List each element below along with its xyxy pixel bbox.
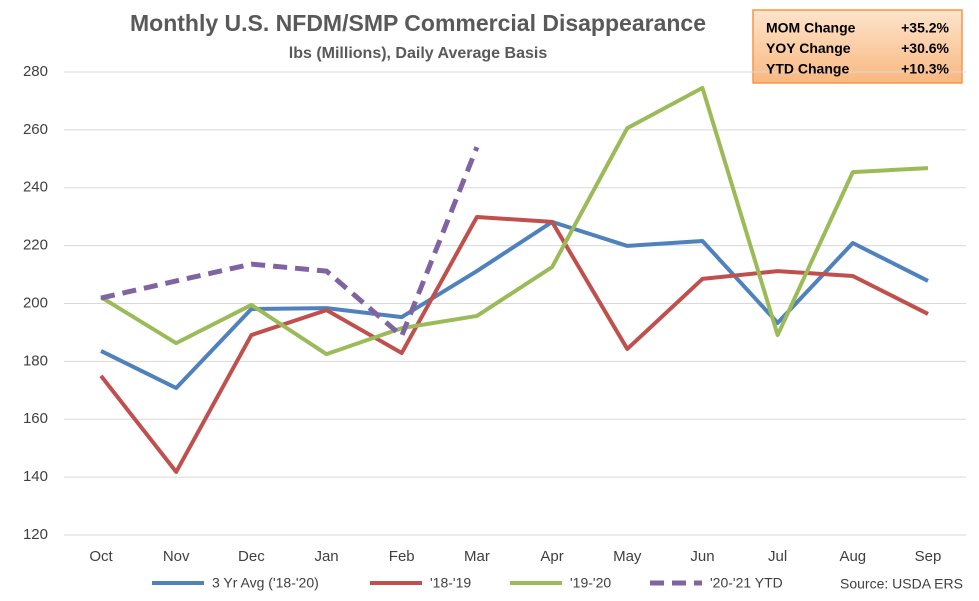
legend-label: 3 Yr Avg ('18-'20) — [212, 575, 319, 591]
series-line — [100, 146, 480, 339]
x-tick-label: Jul — [768, 548, 787, 565]
y-tick-label: 200 — [23, 294, 48, 311]
y-tick-label: 220 — [23, 237, 48, 254]
x-tick-label: Sep — [915, 548, 942, 565]
info-label: YOY Change — [766, 40, 851, 56]
x-tick-label: Jun — [690, 548, 714, 565]
series-line — [99, 85, 929, 357]
x-tick-label: May — [613, 548, 642, 565]
info-box — [752, 9, 963, 84]
x-tick-label: Mar — [464, 548, 490, 565]
legend-label: '18-'19 — [430, 575, 471, 591]
legend-label: '19-'20 — [570, 575, 611, 591]
info-value: +30.6% — [901, 40, 949, 56]
y-tick-label: 180 — [23, 352, 48, 369]
series-line — [99, 214, 929, 474]
chart-subtitle: lbs (Millions), Daily Average Basis — [289, 45, 548, 62]
y-tick-label: 120 — [23, 526, 48, 543]
legend-label: '20-'21 YTD — [710, 575, 783, 591]
x-tick-label: Feb — [389, 548, 415, 565]
y-tick-label: 240 — [23, 179, 48, 196]
x-tick-label: Oct — [89, 548, 113, 565]
y-tick-label: 280 — [23, 63, 48, 80]
info-label: MOM Change — [766, 20, 856, 36]
source: Source: USDA ERS — [840, 576, 963, 592]
info-value: +10.3% — [901, 61, 949, 77]
x-tick-label: Dec — [238, 548, 265, 565]
y-tick-label: 140 — [23, 468, 48, 485]
chart-title: Monthly U.S. NFDM/SMP Commercial Disappe… — [130, 10, 706, 36]
info-value: +35.2% — [901, 20, 949, 36]
x-tick-label: Jan — [314, 548, 338, 565]
x-tick-label: Apr — [540, 548, 563, 565]
y-tick-label: 260 — [23, 121, 48, 138]
x-tick-label: Aug — [839, 548, 866, 565]
info-label: YTD Change — [766, 61, 849, 77]
y-tick-label: 160 — [23, 410, 48, 427]
x-tick-label: Nov — [163, 548, 190, 565]
